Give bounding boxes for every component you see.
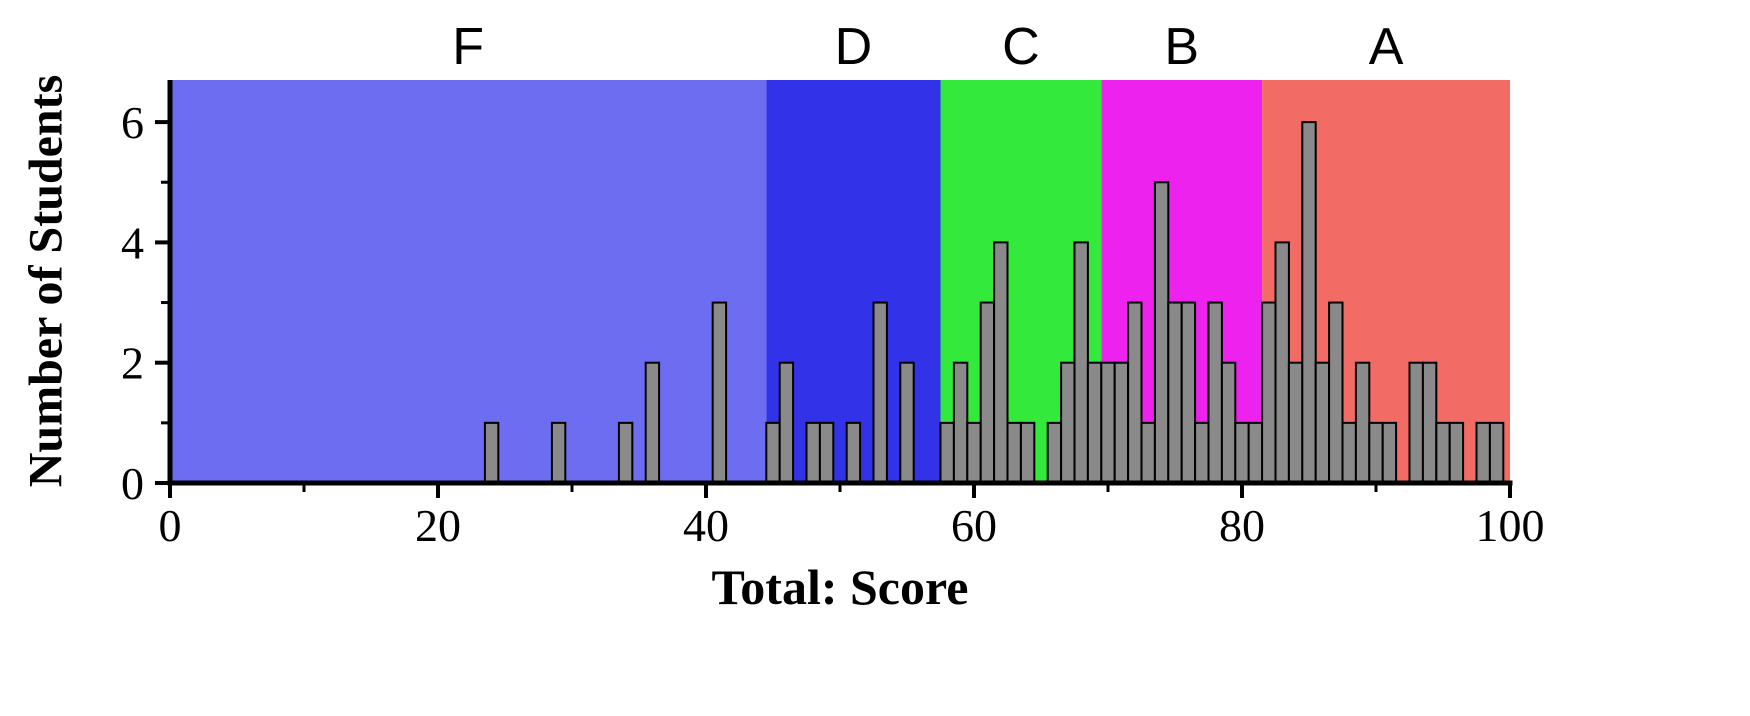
bar-score-60 xyxy=(966,421,982,484)
bar-score-78 xyxy=(1207,301,1223,484)
bar-score-64 xyxy=(1019,421,1036,484)
bar-score-61 xyxy=(979,301,996,484)
bar-score-70 xyxy=(1100,361,1116,485)
bar-score-29 xyxy=(550,421,567,484)
bar-score-93 xyxy=(1408,361,1424,485)
y-tick-label-0: 0 xyxy=(121,458,144,509)
bar-score-96 xyxy=(1448,421,1465,484)
bar-score-69 xyxy=(1086,361,1103,485)
zone-label-D: D xyxy=(835,18,873,76)
bar-score-73 xyxy=(1140,421,1156,484)
bar-score-87 xyxy=(1328,301,1344,484)
bar-score-98 xyxy=(1475,421,1491,484)
bar-score-95 xyxy=(1435,421,1451,484)
zone-label-B: B xyxy=(1164,18,1199,76)
bar-score-41 xyxy=(711,301,728,484)
y-tick-label-2: 2 xyxy=(121,338,144,389)
y-tick-label-6: 6 xyxy=(121,97,144,148)
bar-score-83 xyxy=(1274,241,1290,484)
bar-score-59 xyxy=(952,361,969,485)
bar-score-77 xyxy=(1194,421,1210,484)
bar-score-55 xyxy=(899,361,915,485)
zone-label-A: A xyxy=(1369,18,1404,76)
x-tick-label-80: 80 xyxy=(1219,500,1265,551)
bar-score-85 xyxy=(1301,121,1317,484)
x-tick-label-100: 100 xyxy=(1476,500,1545,551)
bar-score-51 xyxy=(845,421,862,484)
bar-score-75 xyxy=(1167,301,1183,484)
bar-score-90 xyxy=(1368,421,1384,484)
bar-score-88 xyxy=(1341,421,1357,484)
bar-score-82 xyxy=(1261,301,1277,484)
bar-score-94 xyxy=(1421,361,1438,485)
bar-score-68 xyxy=(1073,241,1089,484)
x-tick-label-60: 60 xyxy=(951,500,997,551)
y-axis-title: Number of Students xyxy=(19,74,73,488)
bar-score-79 xyxy=(1220,361,1237,485)
bar-score-86 xyxy=(1314,361,1331,485)
bar-score-76 xyxy=(1180,301,1197,484)
y-tick-label-4: 4 xyxy=(121,217,144,268)
zone-label-C: C xyxy=(1002,18,1040,76)
x-tick-label-40: 40 xyxy=(683,500,729,551)
bar-score-72 xyxy=(1127,301,1143,484)
bar-score-62 xyxy=(993,241,1009,484)
bar-score-53 xyxy=(872,301,888,484)
bar-score-71 xyxy=(1113,361,1130,485)
x-tick-label-20: 20 xyxy=(415,500,461,551)
bar-score-49 xyxy=(818,421,835,484)
bar-score-34 xyxy=(617,421,634,484)
zone-band-F xyxy=(170,80,767,483)
bar-score-67 xyxy=(1060,361,1076,485)
bar-score-58 xyxy=(939,421,955,484)
bar-score-84 xyxy=(1287,361,1304,485)
bar-score-91 xyxy=(1381,421,1398,484)
bar-score-80 xyxy=(1234,421,1250,484)
zone-label-F: F xyxy=(452,18,484,76)
x-tick-label-0: 0 xyxy=(159,500,182,551)
bar-score-63 xyxy=(1006,421,1022,484)
bar-score-81 xyxy=(1247,421,1264,484)
bar-score-74 xyxy=(1153,181,1170,485)
x-axis-title: Total: Score xyxy=(711,559,969,615)
bar-score-99 xyxy=(1488,421,1505,484)
bar-score-48 xyxy=(805,421,821,484)
bar-score-36 xyxy=(644,361,661,485)
bar-score-89 xyxy=(1354,361,1371,485)
bar-score-66 xyxy=(1046,421,1063,484)
bar-score-46 xyxy=(778,361,795,485)
bar-score-45 xyxy=(765,421,781,484)
bar-score-24 xyxy=(483,421,500,484)
